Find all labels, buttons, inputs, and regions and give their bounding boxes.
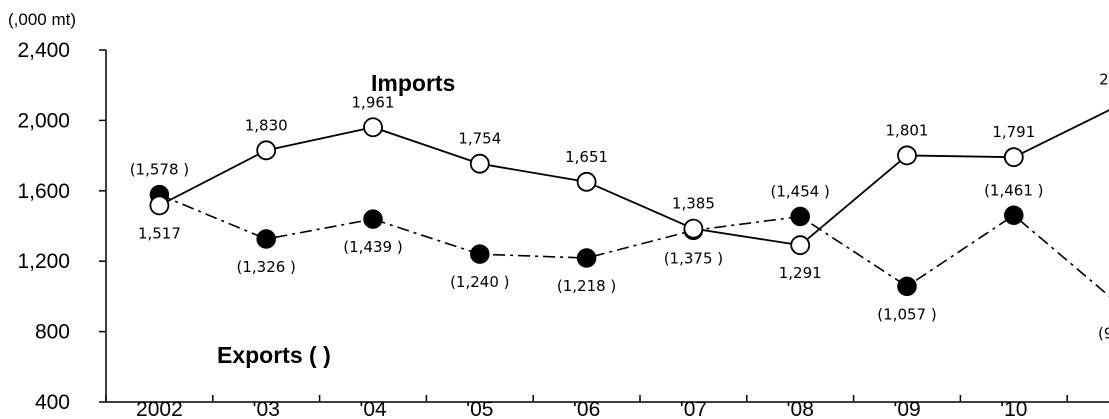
- exports-data-label: (1,439 ): [343, 238, 402, 256]
- exports-point: [790, 206, 810, 227]
- imports-data-label: 1,385: [672, 195, 715, 213]
- exports-data-label: (1,375 ): [664, 249, 723, 267]
- axes: [99, 49, 1109, 403]
- imports-series-label: Imports: [371, 70, 455, 96]
- imports-point: [469, 153, 490, 174]
- imports-data-label: 1,517: [138, 224, 181, 242]
- x-tick-label: '11: [1108, 398, 1109, 419]
- exports-point: [576, 248, 597, 268]
- imports-point: [363, 117, 383, 138]
- series-points: [149, 117, 1024, 297]
- exports-line: [159, 193, 1109, 297]
- imports-data-label: 2,090: [1099, 71, 1109, 89]
- y-tick-label: 400: [35, 391, 70, 414]
- exports-data-label: (1,461 ): [984, 181, 1043, 199]
- imports-point: [149, 195, 170, 216]
- exports-data-label: (1,454 ): [770, 182, 829, 200]
- imports-data-label: 1,801: [886, 121, 929, 139]
- imports-data-label: 1,291: [779, 264, 822, 282]
- y-tick-label: 1,200: [17, 250, 70, 273]
- exports-point: [1004, 205, 1024, 226]
- y-tick-label: 2,400: [17, 39, 70, 62]
- x-tick-labels: 2002'03'04'05'06'07'08'09'10'11'12: [136, 398, 1109, 419]
- x-tick-label: '08: [787, 398, 814, 419]
- y-tick-label: 1,600: [17, 180, 70, 203]
- x-tick-label: '04: [359, 398, 387, 419]
- imports-point: [576, 171, 597, 192]
- y-tick-label: 2,000: [17, 109, 70, 132]
- imports-data-label: 1,830: [245, 116, 288, 134]
- imports-point: [256, 140, 277, 161]
- exports-data-label: (1,218 ): [557, 277, 616, 295]
- y-axis-unit-label: (,000 mt): [8, 10, 76, 29]
- imports-point: [1003, 147, 1024, 168]
- imports-data-label: 1,754: [458, 130, 501, 148]
- x-tick-label: 2002: [136, 398, 183, 419]
- imports-data-label: 1,961: [352, 93, 395, 111]
- x-tick-label: '03: [253, 398, 280, 419]
- exports-data-label: (1,240 ): [450, 273, 509, 291]
- exports-data-label: (1,578 ): [130, 161, 189, 179]
- exports-data-label: (1,057 ): [877, 305, 936, 323]
- exports-point: [256, 229, 276, 249]
- y-tick-label: 800: [35, 321, 70, 344]
- x-tick-label: '09: [893, 398, 920, 419]
- exports-point: [897, 276, 917, 297]
- imports-data-label: 1,651: [565, 148, 608, 166]
- x-tick-label: '10: [1000, 398, 1027, 419]
- y-tick-labels: 400 800 1,200 1,600 2,000 2,400: [17, 39, 70, 414]
- imports-point: [897, 145, 917, 166]
- exports-data-label: (1,326 ): [236, 258, 295, 276]
- series-lines: [158, 109, 1109, 297]
- exports-point: [470, 244, 490, 264]
- x-tick-label: '05: [466, 398, 493, 419]
- exports-point: [363, 209, 383, 229]
- imports-point: [790, 235, 811, 256]
- imports-point: [683, 218, 704, 239]
- imports-line: [158, 109, 1109, 247]
- exports-data-label: (947 ): [1098, 325, 1109, 343]
- x-tick-label: '06: [573, 398, 600, 419]
- exports-series-label: Exports ( ): [217, 342, 331, 368]
- x-tick-label: '07: [680, 398, 707, 419]
- data-labels: 1,517 1,830 1,961 1,754 1,651 1,385 1,291 1,801…: [130, 71, 1109, 343]
- imports-data-label: 1,791: [992, 123, 1035, 141]
